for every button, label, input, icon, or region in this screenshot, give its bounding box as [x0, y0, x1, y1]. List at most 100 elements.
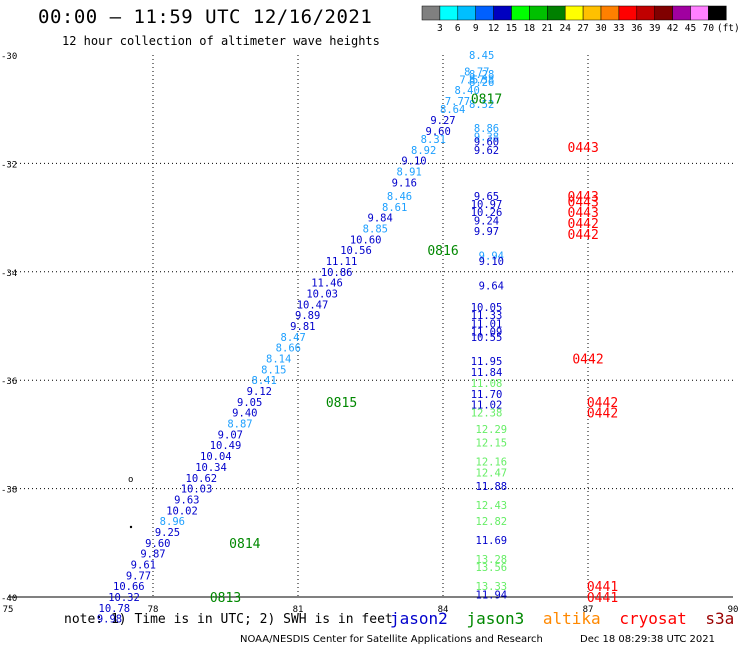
swh-points: 8.45 8.778.287.578.388.268.407.778.52 8.64… — [97, 50, 507, 626]
colorbar-tick-label: 3 — [437, 23, 443, 34]
swh-value: 12.82 — [476, 516, 508, 528]
pass-time-label: 0815 — [326, 396, 357, 411]
swh-value: 9.87 — [140, 549, 165, 561]
pass-time-label: 0813 — [210, 591, 241, 606]
swh-value: 7.57 — [459, 74, 484, 86]
chart-title: 00:00 – 11:59 UTC 12/16/2021 — [38, 6, 373, 28]
swh-value: 11.94 — [476, 589, 508, 601]
swh-value: 10.60 — [350, 234, 382, 246]
colorbar-swatch-9 — [582, 5, 602, 21]
swh-value: 10.66 — [113, 581, 145, 593]
swh-value: 11.09 — [471, 326, 503, 338]
colorbar-swatch-13 — [654, 5, 673, 21]
pass-time-label: 0442 — [568, 217, 599, 232]
swh-value: 10.62 — [186, 473, 218, 485]
legend-s3a: s3a — [705, 609, 735, 628]
y-tick-label: -36 — [1, 377, 17, 387]
swh-value: 8.26 — [469, 77, 494, 89]
colorbar-tick-label: 45 — [685, 23, 696, 34]
swh-value: 9.89 — [295, 310, 320, 322]
credit-text: NOAA/NESDIS Center for Satellite Applica… — [240, 634, 543, 645]
swh-value: 9.60 — [474, 137, 499, 149]
swh-value: 9.07 — [218, 429, 243, 441]
swh-value: 8.41 — [252, 375, 277, 387]
swh-value: 9.10 — [401, 156, 426, 168]
pass-time-label: 0443 — [568, 190, 599, 205]
colorbar-tick-label: 12 — [488, 23, 499, 34]
swh-value: 11.33 — [471, 310, 503, 322]
swh-value: 11.01 — [471, 318, 503, 330]
swh-value: 8.40 — [455, 85, 480, 97]
swh-value: 8.86 — [474, 123, 499, 135]
swh-value: 10.02 — [166, 505, 198, 517]
colorbar-swatch-7 — [547, 5, 566, 21]
swh-value: 8.14 — [266, 354, 291, 366]
swh-value: 8.38 — [469, 74, 494, 86]
colorbar-swatch-16 — [708, 5, 727, 21]
x-tick-label: 87 — [583, 605, 594, 615]
swh-value: 10.56 — [340, 245, 372, 257]
swh-value: 9.81 — [290, 321, 315, 333]
swh-value: 9.64 — [479, 280, 504, 292]
swh-value: 13.33 — [476, 581, 508, 593]
swh-value: 9.62 — [474, 145, 499, 157]
swh-value: 8.87 — [227, 419, 252, 431]
x-tick-label: 81 — [293, 605, 304, 615]
colorbar-tick-label: 30 — [595, 23, 607, 34]
swh-value: 8.64 — [440, 104, 465, 116]
colorbar-swatch-5 — [511, 5, 530, 21]
x-tick-label: 75 — [3, 605, 14, 615]
pass-time-label: 0443 — [568, 195, 599, 210]
swh-value: 8.96 — [160, 516, 185, 528]
swh-value: 10.47 — [297, 299, 329, 311]
swh-value: 9.60 — [426, 126, 451, 138]
swh-value: 8.46 — [387, 191, 412, 203]
swh-value: 10.32 — [108, 592, 140, 604]
swh-value: 10.55 — [471, 332, 503, 344]
pass-time-label: 0443 — [568, 206, 599, 221]
swh-value: 10.34 — [195, 462, 227, 474]
swh-value: 12.29 — [476, 424, 508, 436]
swh-value: 11.08 — [471, 378, 503, 390]
swh-value: 10.05 — [471, 302, 503, 314]
colorbar-tick-label: 9 — [473, 23, 479, 34]
pass-time-label: 0814 — [229, 537, 260, 552]
swh-value: 12.43 — [476, 500, 508, 512]
swh-value: 9.98 — [97, 614, 122, 626]
swh-value: 11.11 — [326, 256, 358, 268]
satellite-legend: jason2 jason3 altika cryosat s3a — [390, 609, 740, 628]
x-tick-label: 78 — [148, 605, 159, 615]
colorbar-swatch-10 — [600, 5, 620, 21]
colorbar-swatch-12 — [636, 5, 655, 21]
pass-time-label: 0442 — [572, 353, 603, 368]
swh-value: 11.46 — [311, 278, 343, 290]
small-island-dot — [129, 525, 133, 529]
swh-value: 11.69 — [476, 535, 508, 547]
swh-value: 9.63 — [174, 494, 199, 506]
pass-time-label: 0442 — [568, 228, 599, 243]
colorbar-unit-label: (ft) — [717, 23, 740, 34]
pass-time-label: 0442 — [587, 407, 618, 422]
swh-value: 9.97 — [474, 226, 499, 238]
swh-value: 9.40 — [232, 408, 257, 420]
swh-value: 11.02 — [471, 400, 503, 412]
swh-value: 13.56 — [476, 562, 508, 574]
y-tick-label: -38 — [1, 486, 17, 496]
pass-time-labels: 0817081608150814081304430443044304430442… — [210, 92, 618, 606]
swh-value: 11.95 — [471, 356, 503, 368]
swh-value: 10.04 — [200, 451, 232, 463]
swh-value: 10.97 — [471, 199, 503, 211]
swh-value: 8.77 — [464, 66, 489, 78]
colorbar-swatch-6 — [529, 5, 548, 21]
swh-value: 10.86 — [321, 267, 353, 279]
swh-value: 8.31 — [421, 134, 446, 146]
swh-value: 9.38 — [474, 131, 499, 143]
legend-altika: altika — [542, 609, 601, 628]
swh-value: 11.70 — [471, 389, 503, 401]
small-island-marker: o — [128, 475, 133, 485]
swh-value: 9.24 — [474, 215, 499, 227]
pass-time-label: 0442 — [587, 396, 618, 411]
pass-time-label: 0816 — [427, 244, 458, 259]
swh-value: 10.26 — [471, 207, 503, 219]
